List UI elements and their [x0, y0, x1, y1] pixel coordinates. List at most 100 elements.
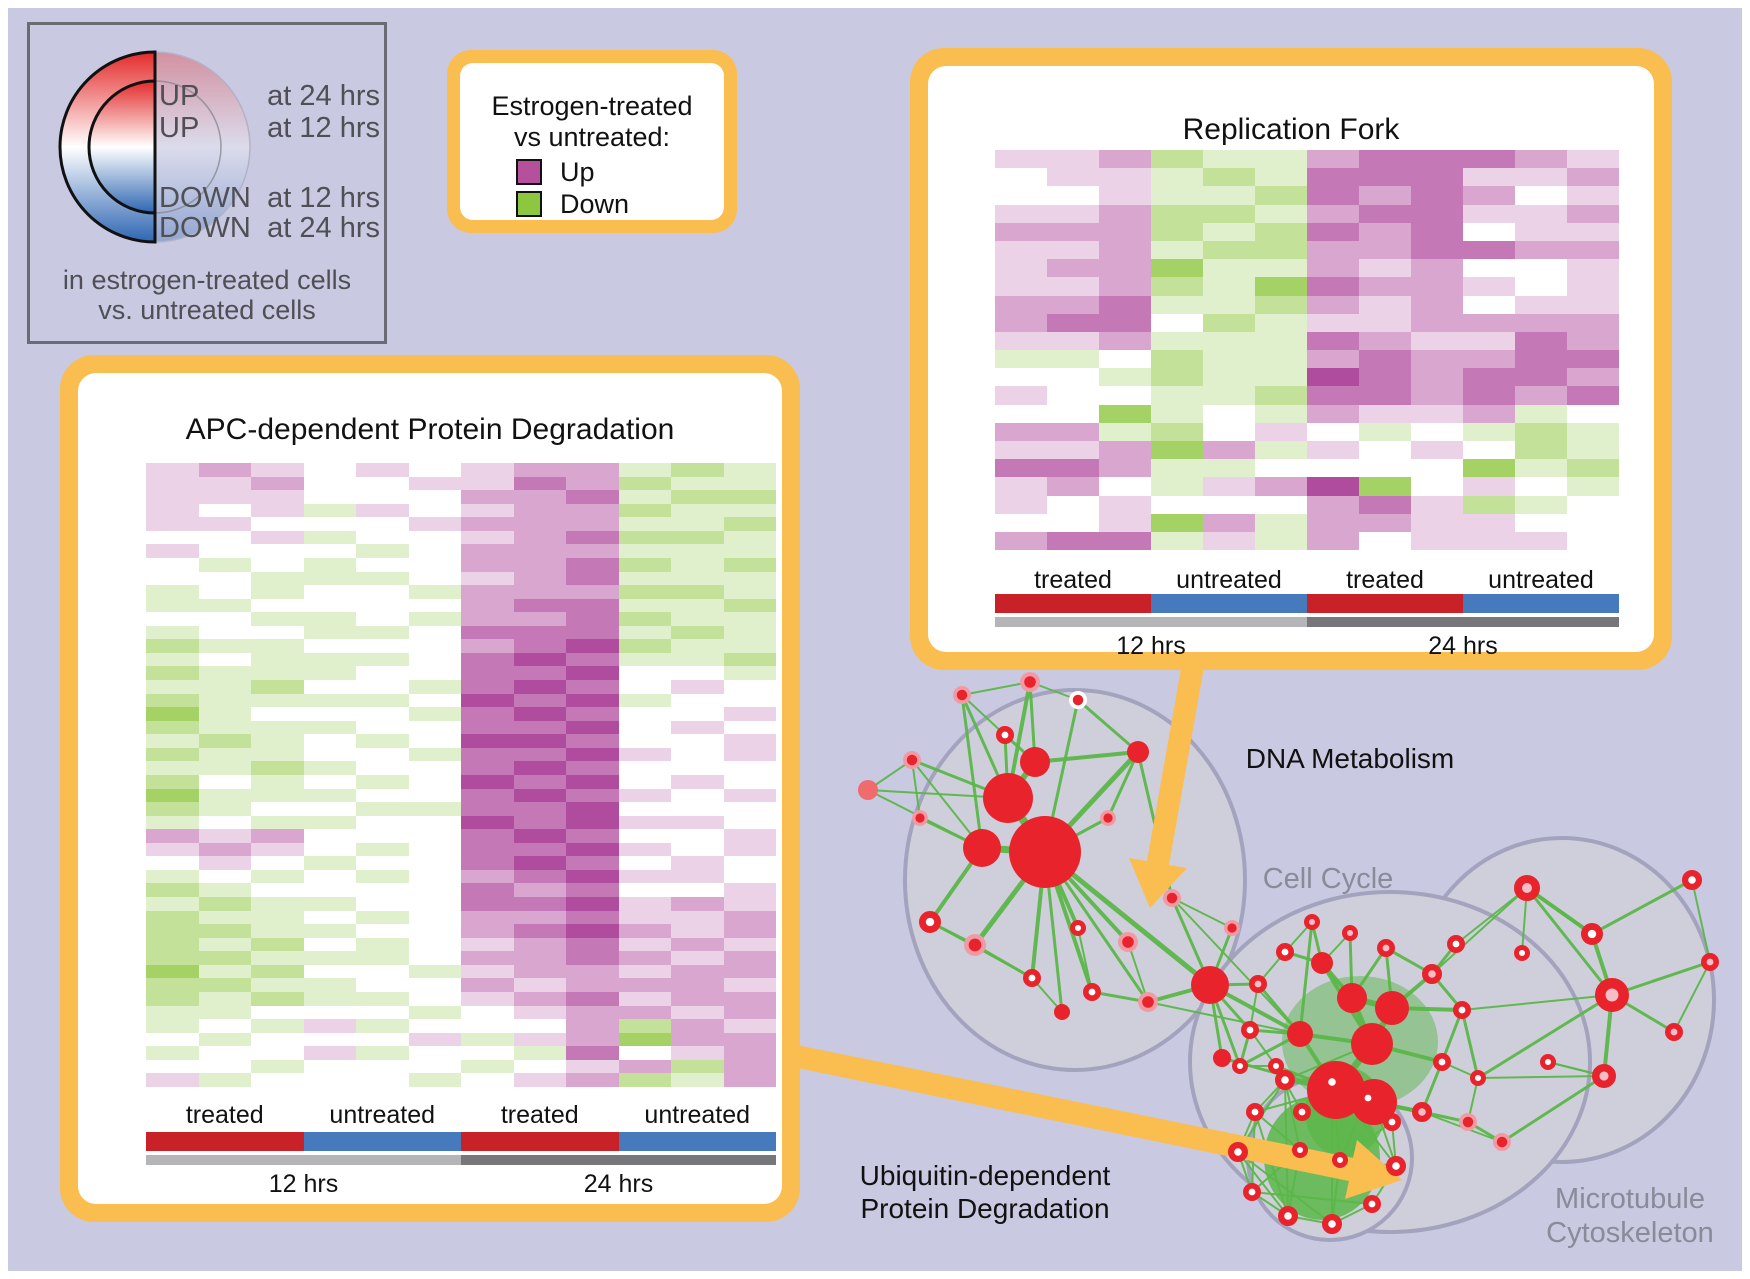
heatmap-cell [723, 585, 776, 599]
heatmap-cell [461, 991, 514, 1006]
ring-diagram-circles [58, 50, 251, 244]
heatmap-cell [566, 517, 619, 531]
heatmap-cell [671, 964, 724, 979]
heatmap-cell [1411, 277, 1463, 296]
network-node [1411, 1101, 1432, 1122]
heatmap-cell [723, 652, 776, 667]
heatmap-cell [566, 598, 619, 613]
heatmap-cell [461, 829, 514, 843]
heatmap-cell [1307, 404, 1359, 423]
heatmap-cell [513, 666, 566, 680]
heatmap-cell [1307, 168, 1359, 187]
heatmap-row [146, 937, 776, 952]
heatmap-cell [146, 476, 199, 491]
heatmap-cell [1255, 186, 1307, 205]
heatmap-cell [198, 693, 251, 708]
heatmap-cell [198, 612, 251, 626]
heatmap-row [146, 1046, 776, 1060]
heatmap-cell [356, 802, 409, 816]
replication-time-bars [995, 617, 1619, 627]
network-node [1267, 1057, 1284, 1074]
network-node [1243, 1183, 1262, 1202]
heatmap-row [146, 666, 776, 680]
heatmap-cell [356, 788, 409, 803]
heatmap-cell [1151, 168, 1203, 187]
heatmap-row [146, 693, 776, 708]
heatmap-cell [198, 991, 251, 1006]
heatmap-cell [1359, 168, 1411, 187]
heatmap-row [995, 531, 1619, 551]
heatmap-cell [146, 991, 199, 1006]
network-edge [960, 693, 984, 850]
rep-group-untreated-12: untreated [1176, 566, 1282, 594]
heatmap-cell [1567, 240, 1619, 260]
heatmap-cell [566, 666, 619, 680]
network-edge [1254, 1111, 1301, 1151]
heatmap-cell [566, 463, 619, 477]
heatmap-cell [1203, 240, 1255, 260]
heatmap-cell [198, 503, 251, 518]
heatmap-cell [995, 404, 1047, 423]
heatmap-cell [198, 652, 251, 667]
heatmap-cell [1411, 386, 1463, 405]
network-node [1591, 1063, 1616, 1088]
heatmap-cell [723, 720, 776, 735]
updown-title-line2: vs untreated: [513, 122, 671, 152]
heatmap-cell [1255, 386, 1307, 405]
heatmap-cell [198, 747, 251, 762]
heatmap-cell [1255, 313, 1307, 332]
heatmap-cell [671, 680, 724, 694]
heatmap-cell [146, 612, 199, 626]
heatmap-cell [1567, 513, 1619, 532]
heatmap-cell [1515, 404, 1567, 423]
heatmap-cell [566, 557, 619, 572]
heatmap-cell [995, 422, 1047, 441]
heatmap-cell [408, 802, 461, 816]
network-edge [1339, 1121, 1393, 1161]
heatmap-cell [198, 761, 251, 775]
heatmap-cell [618, 463, 671, 477]
heatmap-cell [671, 530, 724, 545]
heatmap-cell [723, 829, 776, 843]
heatmap-cell [303, 774, 356, 789]
heatmap-cell [1307, 477, 1359, 496]
heatmap-cell [1203, 531, 1255, 551]
ubiquitin-label-line1: Ubiquitin-dependent [860, 1160, 1111, 1191]
heatmap-cell [671, 1032, 724, 1047]
heatmap-cell [723, 883, 776, 897]
network-node [1351, 1023, 1393, 1065]
heatmap-row [146, 1032, 776, 1047]
heatmap-cell [198, 1059, 251, 1074]
heatmap-cell [513, 883, 566, 897]
heatmap-cell [1515, 386, 1567, 405]
heatmap-cell [995, 368, 1047, 387]
heatmap-cell [1567, 350, 1619, 369]
heatmap-cell [251, 530, 304, 545]
rep-group-treated-12: treated [1034, 566, 1112, 594]
network-edge [1033, 750, 1140, 764]
heatmap-cell [1463, 495, 1515, 514]
network-node [1341, 924, 1358, 941]
heatmap-cell [513, 598, 566, 613]
heatmap-cell [618, 625, 671, 640]
heatmap-cell [513, 924, 566, 938]
heatmap-cell [618, 1019, 671, 1033]
network-node [1231, 1057, 1248, 1074]
heatmap-cell [251, 856, 304, 870]
heatmap-cell [566, 707, 619, 721]
heatmap-cell [1359, 350, 1411, 369]
heatmap-cell [618, 639, 671, 653]
heatmap-cell [461, 1032, 514, 1047]
heatmap-cell [723, 490, 776, 504]
heatmap-cell [303, 964, 356, 979]
network-node [1303, 913, 1320, 930]
heatmap-cell [1411, 295, 1463, 314]
heatmap-cell [408, 490, 461, 504]
heatmap-cell [1047, 222, 1099, 241]
heatmap-cell [146, 897, 199, 911]
network-node [1127, 741, 1149, 763]
heatmap-cell [566, 883, 619, 897]
heatmap-cell [461, 598, 514, 613]
heatmap-cell [566, 490, 619, 504]
ring-time-12a: at 12 hrs [267, 112, 380, 144]
